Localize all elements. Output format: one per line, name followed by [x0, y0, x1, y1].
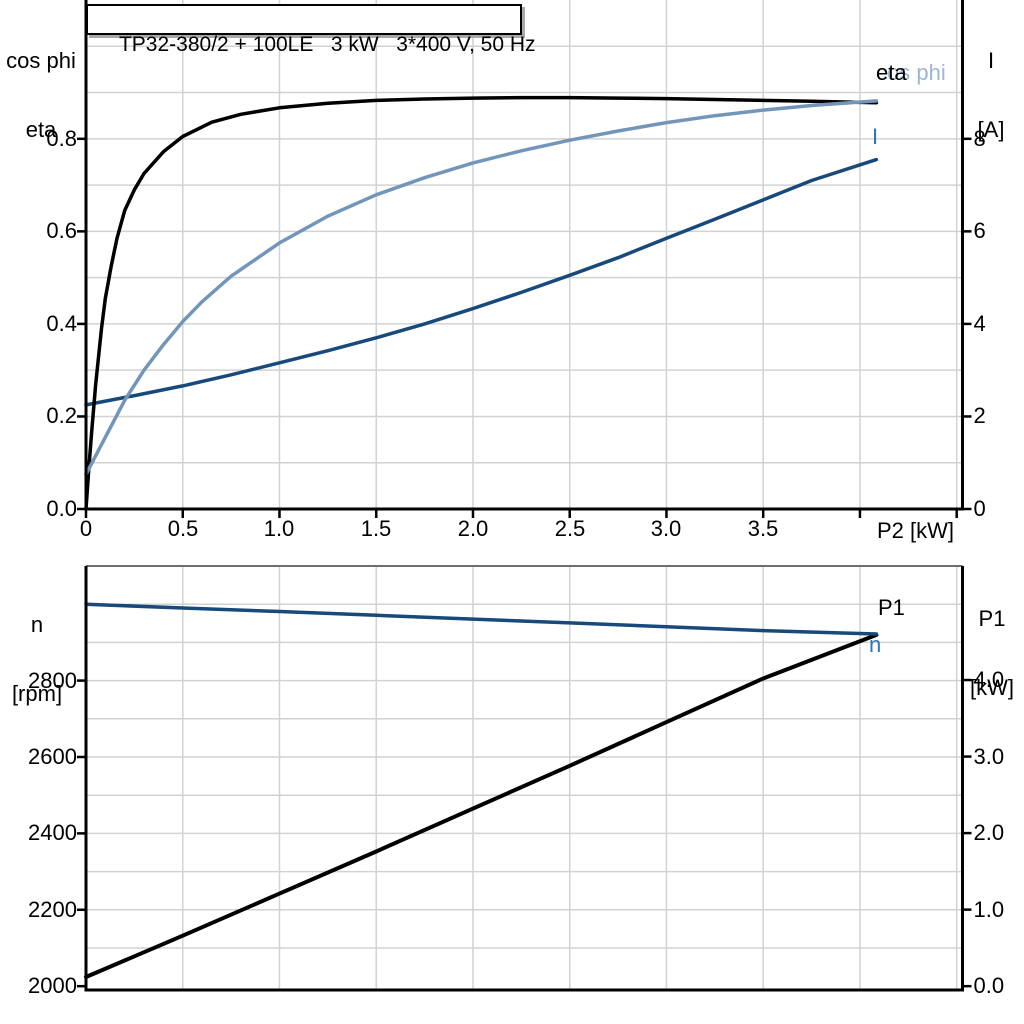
top-left-axis-title: cos phi eta	[0, 3, 82, 187]
y-left-tick-label: 0.4	[46, 311, 77, 336]
x-tick-label: 1.5	[360, 516, 392, 541]
y-right-tick-label: 4	[973, 311, 986, 336]
chart-title: TP32-380/2 + 100LE 3 kW 3*400 V, 50 Hz	[118, 33, 536, 56]
y-right-tick-label: 4.0	[973, 667, 1005, 692]
p1-curve-label: P1	[878, 595, 905, 620]
n-curve-label: n	[869, 632, 882, 657]
y-right-tick-label: 2	[973, 403, 986, 428]
x-tick-label: 2.0	[457, 516, 489, 541]
eta-curve-label: eta	[876, 60, 907, 85]
x-tick-label: 1.0	[263, 516, 295, 541]
y-right-tick-label: 2.0	[973, 820, 1005, 845]
y-right-tick-label: 0	[973, 496, 986, 521]
y-left-tick-label: 2000	[28, 973, 77, 998]
y-right-tick-label: 0.0	[973, 973, 1005, 998]
y-right-tick-label: 1.0	[973, 897, 1005, 922]
axis-title-cos-phi: cos phi	[6, 48, 76, 73]
p1-curve	[84, 632, 879, 979]
bottom-right-axis-title: P1 [kW]	[962, 561, 1022, 745]
y-left-tick-label: 0.6	[46, 218, 77, 243]
y-right-tick-label: 8	[973, 126, 986, 151]
y-left-tick-label: 0.2	[46, 403, 77, 428]
x-tick-label: 0	[79, 516, 93, 541]
axis-title-p1: P1	[978, 606, 1006, 631]
y-right-tick-label: 3.0	[973, 744, 1005, 769]
current-curve	[84, 157, 879, 407]
n-curve	[84, 602, 879, 636]
y-left-tick-label: 2600	[28, 744, 77, 769]
current-curve-label: I	[872, 124, 879, 149]
bottom-left-axis-title: n [rpm]	[2, 567, 72, 751]
x-tick-label: 0.5	[167, 516, 199, 541]
y-left-tick-label: 2800	[28, 668, 77, 693]
y-left-tick-label: 2200	[28, 897, 77, 922]
axis-title-p1-unit: [kW]	[970, 675, 1014, 700]
chart-title-box: TP32-380/2 + 100LE 3 kW 3*400 V, 50 Hz	[86, 4, 536, 56]
cos-phi-curve	[84, 99, 879, 477]
axis-title-current-unit: [A]	[977, 117, 1005, 142]
y-left-tick-label: 2400	[28, 820, 77, 845]
top-right-axis-title: I [A]	[962, 3, 1020, 187]
x-axis-title: P2 [kW]	[877, 518, 955, 543]
y-left-tick-label: 0.8	[46, 126, 77, 151]
y-left-tick-label: 0.0	[46, 496, 77, 521]
eta-curve	[84, 95, 879, 511]
x-tick-label: 3.0	[650, 516, 682, 541]
axis-title-eta: eta	[25, 117, 57, 142]
axis-title-speed: n	[30, 612, 44, 637]
axis-title-current: I	[987, 48, 995, 73]
cos-phi-curve-label: cos phi	[876, 60, 946, 85]
y-right-tick-label: 6	[973, 218, 986, 243]
x-tick-label: 2.5	[554, 516, 586, 541]
axis-title-speed-unit: [rpm]	[11, 681, 63, 706]
x-tick-label: 3.5	[747, 516, 779, 541]
